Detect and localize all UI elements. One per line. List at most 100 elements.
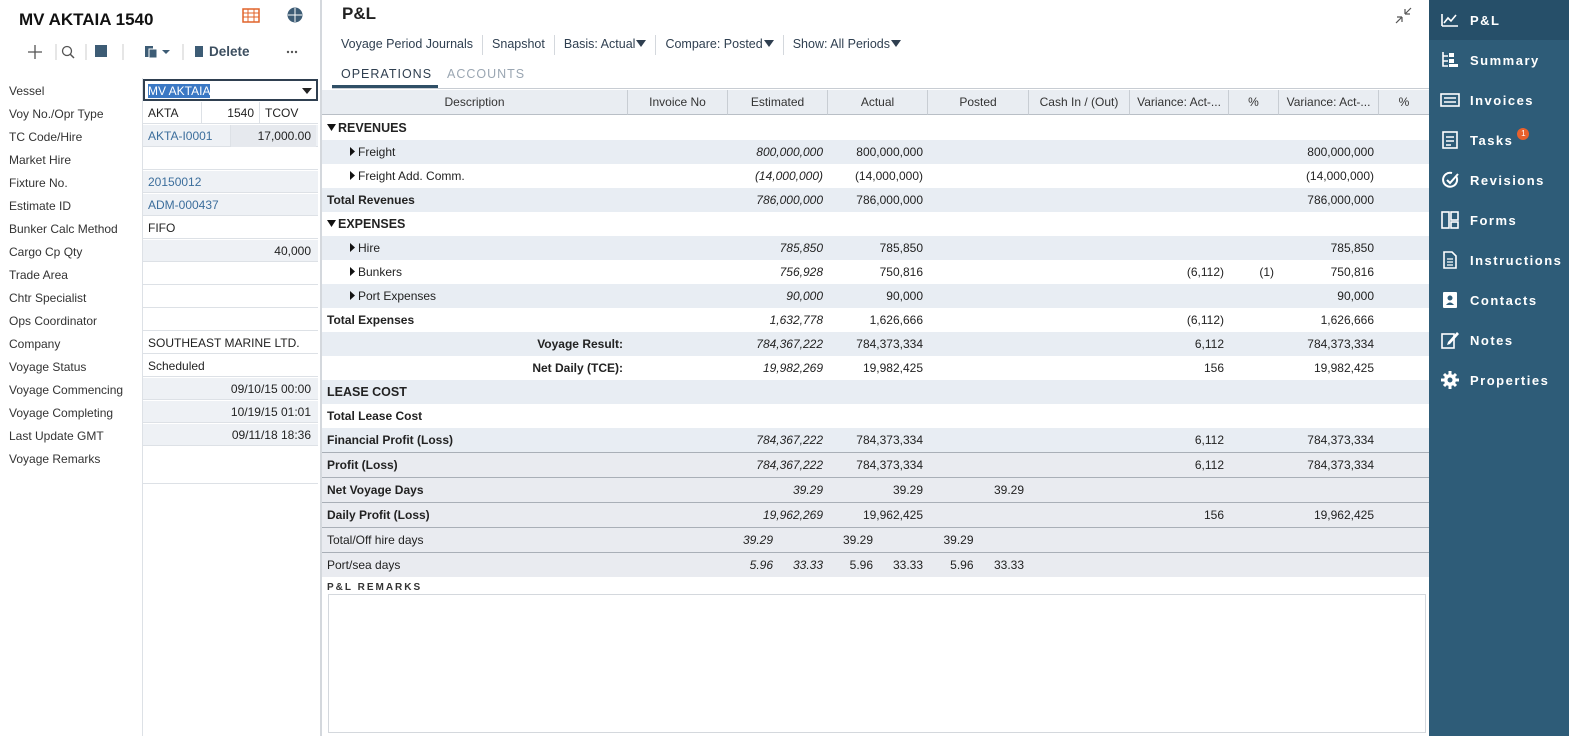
expand-toggle[interactable] xyxy=(348,147,357,156)
sidebar-label: Contacts xyxy=(1470,293,1538,308)
toolbar-button[interactable]: Voyage Period Journals xyxy=(341,37,474,51)
sidebar-icon xyxy=(1441,332,1459,349)
column-header[interactable]: Invoice No xyxy=(628,90,728,115)
search-button[interactable] xyxy=(61,45,73,57)
field-label: Last Update GMT xyxy=(9,429,104,443)
field-box[interactable]: 20150012 xyxy=(143,171,318,193)
row-label: Hire xyxy=(358,241,381,255)
grid-cell: 39.29 xyxy=(842,533,873,547)
grid-row: EXPENSES xyxy=(322,212,1429,236)
column-header[interactable]: Cash In / (Out) xyxy=(1029,90,1130,115)
row-label: Daily Profit (Loss) xyxy=(327,508,430,522)
sidebar-label: Summary xyxy=(1470,53,1540,68)
grid-row: Financial Profit (Loss) 784,367,222 784,37… xyxy=(322,428,1429,452)
toolbar-button[interactable]: Show: All Periods xyxy=(792,37,890,51)
field-label: Voyage Completing xyxy=(9,406,114,420)
remarks-box[interactable] xyxy=(328,594,1426,733)
column-header[interactable]: Variance: Act-... xyxy=(1279,90,1379,115)
expand-toggle[interactable] xyxy=(327,219,336,228)
grid-cell: 784,373,334 xyxy=(856,433,923,447)
sidebar-item[interactable]: P&L xyxy=(1429,0,1569,40)
row-label: Profit (Loss) xyxy=(327,458,398,472)
field-box[interactable] xyxy=(143,309,318,331)
field-value[interactable]: 20150012 xyxy=(148,175,202,189)
column-header[interactable]: Estimated xyxy=(728,90,828,115)
sidebar-item[interactable]: Forms xyxy=(1429,200,1569,240)
column-header[interactable]: % xyxy=(1379,90,1429,115)
sidebar-item[interactable]: Contacts xyxy=(1429,280,1569,320)
field-value: SOUTHEAST MARINE LTD. xyxy=(148,336,300,350)
sidebar-icon xyxy=(1440,93,1460,107)
expand-toggle[interactable] xyxy=(327,123,336,132)
voyage-panel: MV AKTAIA 1540 Delete Vessel MV AKTAIA Voy… xyxy=(0,0,322,736)
sidebar-item[interactable]: Instructions xyxy=(1429,240,1569,280)
field-box[interactable]: AKTA 1540 TCOV xyxy=(143,102,318,124)
grid-cell: 6,112 xyxy=(1194,458,1224,472)
field-box[interactable]: 09/10/15 00:00 xyxy=(143,378,318,400)
column-header[interactable]: Description xyxy=(322,90,628,115)
field-box[interactable]: 09/11/18 18:36 xyxy=(143,424,318,446)
expand-toggle[interactable] xyxy=(348,291,357,300)
row-label: Freight xyxy=(358,145,396,159)
sidebar-label: Properties xyxy=(1470,373,1550,388)
tab[interactable]: OPERATIONS xyxy=(341,67,433,81)
save-button[interactable] xyxy=(95,45,107,57)
sidebar-item[interactable]: Notes xyxy=(1429,320,1569,360)
row-label: REVENUES xyxy=(338,121,407,135)
field-value[interactable]: ADM-000437 xyxy=(148,198,219,212)
remarks-label: P&L REMARKS xyxy=(327,582,423,593)
field-box[interactable] xyxy=(143,148,318,170)
toolbar-button[interactable]: Compare: Posted xyxy=(665,37,763,51)
grid-cell: 19,962,425 xyxy=(1313,508,1374,522)
column-header[interactable]: Variance: Act-... xyxy=(1130,90,1229,115)
divider xyxy=(142,78,143,736)
voyage-title: MV AKTAIA 1540 xyxy=(19,10,154,29)
grid-cell: 785,850 xyxy=(1330,241,1374,255)
field-box[interactable] xyxy=(143,263,318,285)
field-box[interactable]: 10/19/15 01:01 xyxy=(143,401,318,423)
field-box[interactable] xyxy=(143,447,318,484)
expand-toggle[interactable] xyxy=(348,267,357,276)
sidebar-item[interactable]: Revisions xyxy=(1429,160,1569,200)
tab[interactable]: ACCOUNTS xyxy=(447,67,526,81)
toolbar-button[interactable]: Basis: Actual xyxy=(563,37,636,51)
add-button[interactable] xyxy=(28,45,42,59)
row-label: Total Expenses xyxy=(327,313,415,327)
column-header[interactable]: Actual xyxy=(828,90,928,115)
grid-cell: 90,000 xyxy=(1337,289,1374,303)
field-box[interactable]: MV AKTAIA xyxy=(143,79,318,101)
grid-row: LEASE COST xyxy=(322,380,1429,404)
grid-row: Port/sea days 5.96 33.33 5.96 33.33 5.96 33.33 xyxy=(322,552,1429,577)
sidebar-item[interactable]: Summary xyxy=(1429,40,1569,80)
field-box[interactable]: SOUTHEAST MARINE LTD. xyxy=(143,332,318,354)
field-value: 17,000.00 xyxy=(230,125,316,147)
column-header[interactable]: % xyxy=(1229,90,1279,115)
sidebar: P&L Summary Invoices Tasks 1 Revisions Forms In… xyxy=(1429,0,1569,736)
toolbar-separator xyxy=(482,35,484,55)
delete-icon[interactable] xyxy=(195,46,203,57)
field-box[interactable]: AKTA-I0001 17,000.00 xyxy=(143,125,318,147)
sidebar-item[interactable]: Invoices xyxy=(1429,80,1569,120)
grid-row: Total Expenses 1,632,778 1,626,666 (6,112) 1… xyxy=(322,308,1429,332)
field-label: Voyage Status xyxy=(9,360,87,374)
field-box[interactable]: FIFO xyxy=(143,217,318,239)
expand-toggle[interactable] xyxy=(348,171,357,180)
header-icons xyxy=(242,7,303,23)
collapse-button[interactable] xyxy=(1394,6,1414,26)
field-box[interactable]: ADM-000437 xyxy=(143,194,318,216)
field-box[interactable]: Scheduled xyxy=(143,355,318,377)
sidebar-item[interactable]: Properties xyxy=(1429,360,1569,400)
dropdown-arrow[interactable] xyxy=(301,87,313,95)
sidebar-item[interactable]: Tasks 1 xyxy=(1429,120,1569,160)
sidebar-label: Forms xyxy=(1470,213,1518,228)
delete-button[interactable]: Delete xyxy=(209,44,250,59)
grid-icon[interactable] xyxy=(242,8,260,23)
expand-toggle[interactable] xyxy=(348,243,357,252)
toolbar-button[interactable]: Snapshot xyxy=(492,37,545,51)
field-box[interactable]: 40,000 xyxy=(143,240,318,262)
column-header[interactable]: Posted xyxy=(928,90,1029,115)
field-value[interactable]: AKTA-I0001 xyxy=(148,129,213,143)
row-label: LEASE COST xyxy=(327,385,407,399)
field-box[interactable] xyxy=(143,286,318,308)
select-value[interactable]: MV AKTAIA xyxy=(145,80,295,102)
